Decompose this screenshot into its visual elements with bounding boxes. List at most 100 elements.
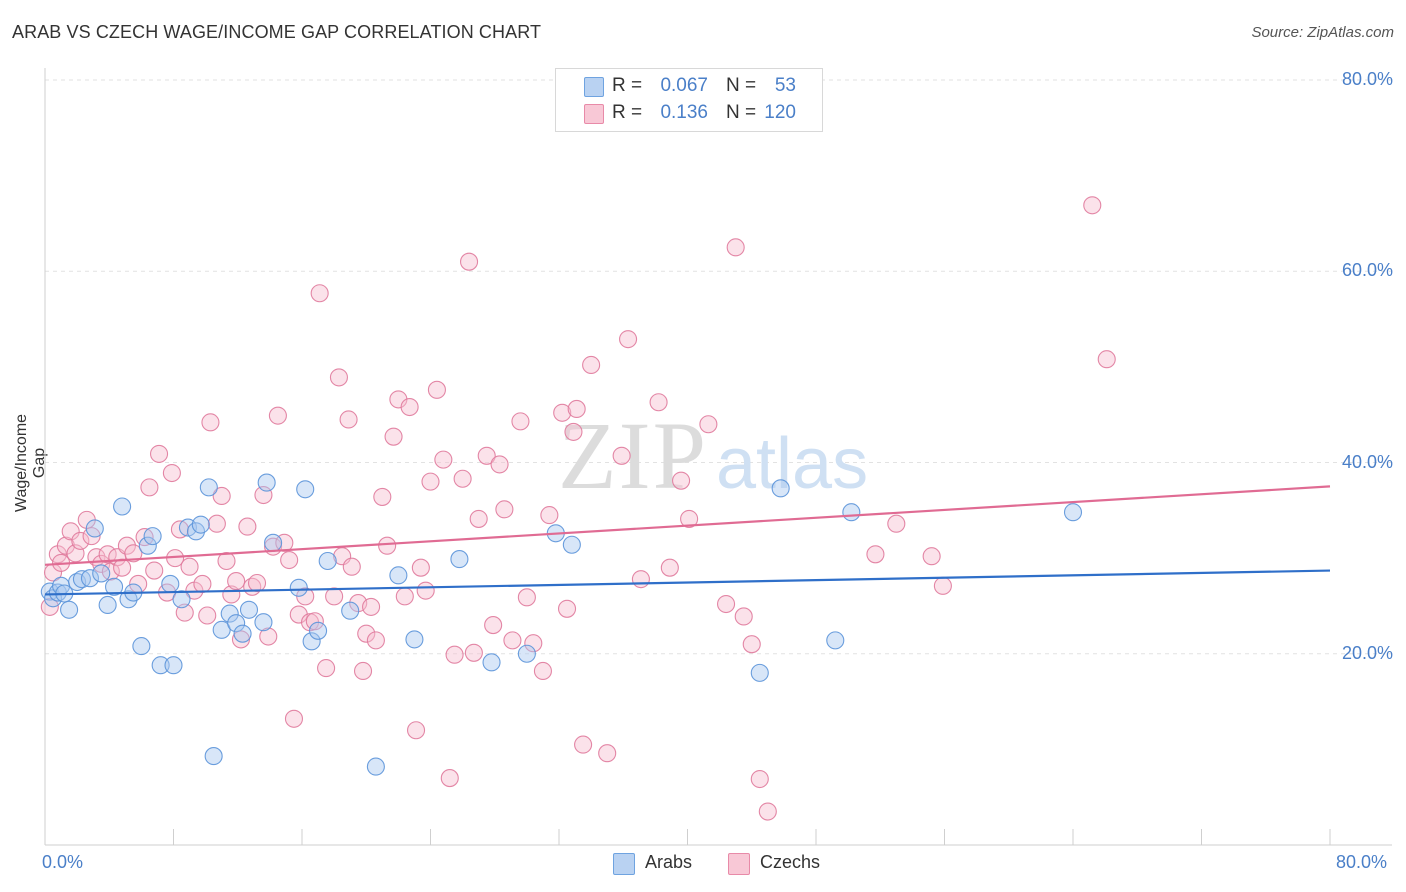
czechs-point: [619, 330, 638, 349]
czechs-trend-line: [44, 485, 1331, 566]
czechs-point: [553, 403, 572, 422]
czechs-point: [750, 769, 769, 789]
czechs-point: [329, 368, 348, 387]
czechs-point: [193, 574, 212, 593]
legend-n-label: N =: [726, 102, 757, 123]
arabs-point: [85, 519, 104, 538]
czechs-point: [317, 659, 336, 678]
czechs-point: [699, 415, 718, 434]
czechs-point: [933, 576, 952, 595]
arabs-point: [405, 630, 424, 649]
czechs-point: [742, 635, 761, 654]
czechs-point: [540, 506, 559, 525]
czechs-point: [887, 514, 906, 533]
czechs-point: [325, 587, 344, 606]
czechs-point: [453, 469, 472, 488]
czechs-point: [149, 444, 169, 463]
arabs-point: [750, 663, 769, 682]
legend-n-label: N =: [726, 75, 757, 96]
czechs-point: [339, 410, 358, 429]
czechs-point: [672, 471, 691, 490]
x-tick-label-max: 80.0%: [1336, 852, 1388, 872]
czechs-point: [180, 557, 199, 576]
czechs-point: [71, 531, 90, 550]
arabs-point: [164, 656, 183, 675]
czechs-point: [280, 550, 299, 570]
bottom-legend-label-arabs: Arabs: [645, 852, 693, 872]
arabs-point: [318, 551, 337, 571]
czechs-point: [162, 463, 181, 483]
czechs-point: [680, 509, 699, 528]
czechs-series: [40, 196, 1116, 821]
czechs-point: [922, 547, 941, 566]
trend-lines: [44, 485, 1331, 596]
czechs-point: [198, 606, 217, 625]
arabs-point: [562, 535, 581, 554]
czechs-point: [140, 478, 159, 497]
watermark-zip: ZIP: [558, 402, 708, 509]
arabs-point: [309, 621, 328, 640]
legend-r-value: 0.136: [660, 102, 708, 123]
czechs-point: [612, 446, 631, 465]
y-tick-label: 20.0%: [1341, 642, 1393, 663]
czechs-point: [726, 238, 745, 257]
chart-title: ARAB VS CZECH WAGE/INCOME GAP CORRELATIO…: [12, 22, 542, 42]
arabs-point: [257, 473, 276, 492]
czechs-point: [434, 450, 453, 469]
czechs-point: [598, 744, 617, 763]
czechs-point: [660, 558, 679, 577]
czechs-point: [353, 661, 373, 681]
czechs-point: [357, 624, 376, 643]
legend-r-value: 0.067: [660, 75, 708, 96]
czechs-point: [117, 536, 136, 555]
czechs-point: [469, 509, 488, 528]
arabs-point: [172, 590, 191, 609]
czechs-point: [201, 413, 220, 432]
czechs-point: [649, 393, 668, 412]
czechs-point: [427, 380, 446, 399]
czechs-point: [459, 252, 479, 271]
czechs-point: [517, 588, 536, 607]
arabs-point: [450, 550, 469, 569]
czechs-point: [373, 487, 392, 506]
czechs-point: [406, 721, 426, 740]
czechs-point: [217, 551, 236, 571]
czechs-point: [734, 607, 753, 626]
legend-n-value: 53: [774, 75, 796, 96]
legend-n-value: 120: [764, 102, 796, 123]
czechs-point: [61, 522, 80, 541]
arabs-point: [161, 574, 180, 593]
czechs-point: [395, 587, 414, 606]
czechs-point: [366, 631, 385, 650]
czechs-point: [416, 581, 435, 600]
czechs-point: [259, 627, 278, 646]
czechs-point: [362, 597, 381, 616]
arabs-point: [771, 479, 790, 498]
czechs-point: [305, 612, 324, 631]
czechs-point: [92, 554, 111, 573]
arabs-point: [138, 536, 157, 555]
czechs-point: [533, 661, 552, 681]
arabs-point: [151, 656, 170, 675]
bottom-legend-label-czechs: Czechs: [760, 852, 821, 872]
czechs-point: [145, 561, 164, 580]
czechs-point: [716, 594, 736, 614]
czechs-point: [445, 645, 464, 664]
arabs-point: [105, 577, 124, 596]
czechs-point: [440, 769, 459, 788]
czechs-point: [866, 545, 885, 564]
czechs-point: [503, 631, 522, 650]
arabs-point: [220, 604, 239, 623]
czechs-point: [310, 284, 329, 303]
czechs-point: [421, 472, 440, 491]
y-tick-label: 60.0%: [1341, 260, 1393, 281]
legend-r-label: R =: [612, 75, 643, 96]
arabs-point: [302, 632, 321, 651]
czechs-point: [268, 406, 287, 425]
y-tick-label: 40.0%: [1341, 451, 1393, 472]
x-tick-label-min: 0.0%: [42, 852, 84, 872]
czechs-point: [490, 455, 509, 474]
arabs-point: [92, 564, 111, 583]
czechs-point: [464, 643, 483, 662]
czechs-point: [212, 486, 231, 506]
